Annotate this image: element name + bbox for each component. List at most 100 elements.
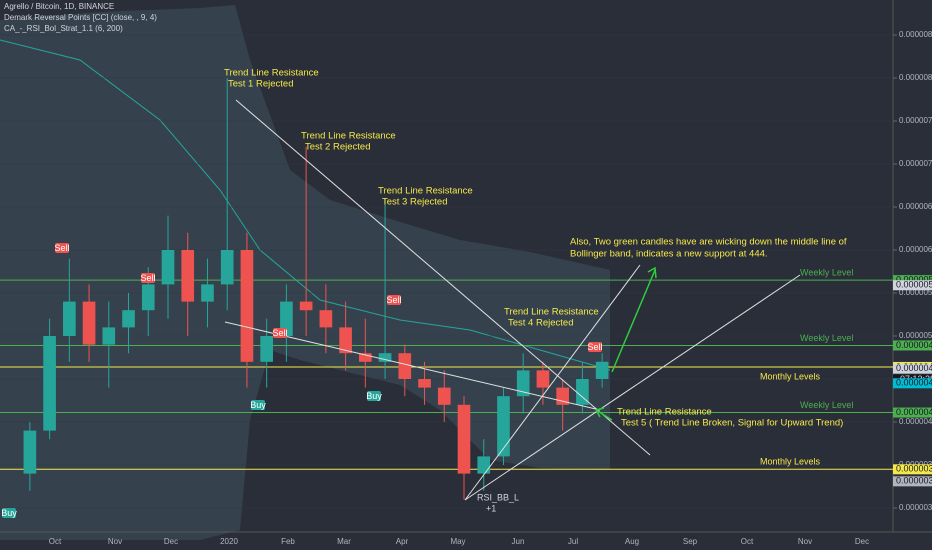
candle-body — [576, 379, 589, 405]
sell-badge — [141, 273, 155, 283]
annotation: Bollinger band, indicates a new support … — [570, 249, 768, 260]
buy-badge — [251, 400, 265, 410]
level-name: Monthly Levels — [760, 457, 821, 467]
x-tick-label: Feb — [281, 537, 295, 546]
x-tick-label: Dec — [855, 537, 869, 546]
x-tick-label: Aug — [625, 537, 639, 546]
price-box-label: 0.00000445 — [896, 378, 932, 388]
trend-line — [464, 274, 801, 501]
annotation: Trend Line Resistance — [301, 131, 396, 142]
price-box-label: 0.00000565 — [896, 274, 932, 284]
sell-label: Sell — [587, 342, 602, 352]
candle-body — [477, 456, 491, 474]
y-tick-label: 0.00000750 — [899, 116, 932, 125]
x-tick-label: Oct — [49, 537, 62, 546]
price-box — [893, 363, 932, 374]
price-box — [893, 476, 932, 487]
candle-body — [23, 430, 37, 474]
y-tick-label: 0.00000650 — [899, 202, 932, 211]
candle-body — [339, 327, 352, 354]
annotation: Also, Two green candles have are wicking… — [570, 237, 847, 248]
bollinger-band — [0, 5, 610, 540]
price-box-label: 0.00000411 — [896, 407, 932, 417]
signals: Sell Sell Sell Sell Sell Buy Buy Buy RSI… — [1, 243, 603, 518]
y-tick-label: 0.00000500 — [899, 331, 932, 340]
price-box — [893, 340, 932, 351]
rsi-signal: +1 — [486, 503, 496, 513]
candle-body — [82, 301, 96, 345]
x-tick-label: Oct — [741, 537, 754, 546]
candle-body — [161, 250, 175, 285]
candle-body — [141, 284, 155, 311]
candle-body — [63, 301, 76, 336]
arrow — [611, 266, 657, 373]
candle-body — [181, 250, 195, 302]
buy-label: Buy — [1, 508, 17, 518]
sell-badge — [387, 295, 401, 305]
sell-badge — [55, 243, 69, 253]
candle-body — [536, 370, 550, 388]
x-tick-label: Mar — [337, 537, 351, 546]
price-box-label: 0.00000462 — [896, 363, 932, 373]
candle-body — [595, 361, 609, 379]
x-tick-label: Apr — [396, 537, 409, 546]
buy-label: Buy — [366, 391, 382, 401]
sell-label: Sell — [140, 273, 155, 283]
candle-body — [516, 370, 530, 397]
sell-badge — [588, 342, 602, 352]
x-tick-label: 2020 — [220, 537, 238, 546]
sell-label: Sell — [386, 295, 401, 305]
trend-line — [464, 264, 641, 501]
x-tick-label: Jul — [568, 537, 578, 546]
candle-body — [43, 336, 56, 431]
sell-label: Sell — [272, 328, 287, 338]
price-box-label: 0.00000559 — [896, 280, 932, 290]
candle-body — [240, 250, 254, 362]
price-box-label: 0.00000331 — [896, 476, 932, 486]
header: Agrello / Bitcoin, 1D, BINANCE — [4, 2, 114, 11]
y-tick-label: 0.00000700 — [899, 159, 932, 168]
sell-label: Sell — [54, 243, 69, 253]
candle-body — [260, 336, 273, 362]
level-name: Weekly Level — [800, 333, 853, 343]
annotation: Trend Line Resistance — [504, 307, 599, 318]
rsi-signal: RSI_BB_L — [477, 492, 519, 502]
y-tick-label: 0.00000850 — [899, 30, 932, 39]
candle-body — [497, 396, 510, 457]
annotation: Trend Line Resistance — [378, 186, 473, 197]
price-box — [893, 464, 932, 475]
price-box — [893, 275, 932, 286]
price-box — [893, 280, 932, 291]
x-tick-label: Dec — [164, 537, 178, 546]
buy-badge — [2, 508, 16, 518]
candle-body — [299, 301, 313, 311]
trend-line — [235, 99, 651, 456]
x-tick-label: Nov — [108, 537, 122, 546]
x-tick-label: Sep — [683, 537, 698, 546]
sell-badge — [273, 328, 287, 338]
candle-body — [359, 353, 372, 362]
y-tick-label: 0.00000800 — [899, 73, 932, 82]
y-tick-label: 0.00000600 — [899, 245, 932, 254]
price-box-label: 0.00000345 — [896, 464, 932, 474]
trend-line — [224, 321, 601, 411]
annotation: Test 1 Rejected — [228, 79, 293, 90]
buy-label: Buy — [250, 400, 266, 410]
y-tick-label: 0.00000300 — [899, 503, 932, 512]
candle-body — [102, 327, 116, 345]
candle-body — [122, 310, 135, 328]
header: CA_-_RSI_Bol_Strat_1.1 (6, 200) — [4, 24, 123, 33]
price-box-label: 0.00000489 — [896, 340, 932, 350]
x-tick-label: Nov — [798, 537, 812, 546]
candle-body — [398, 353, 412, 379]
annotation: Test 2 Rejected — [305, 142, 370, 153]
candle-body — [437, 387, 451, 405]
annotation: Trend Line Resistance — [224, 68, 319, 79]
y-tick-label: 0.00000550 — [899, 288, 932, 297]
x-tick-label: May — [450, 537, 465, 546]
candle-body — [457, 404, 471, 474]
candle-body — [220, 250, 234, 285]
annotation: Test 4 Rejected — [508, 318, 573, 329]
